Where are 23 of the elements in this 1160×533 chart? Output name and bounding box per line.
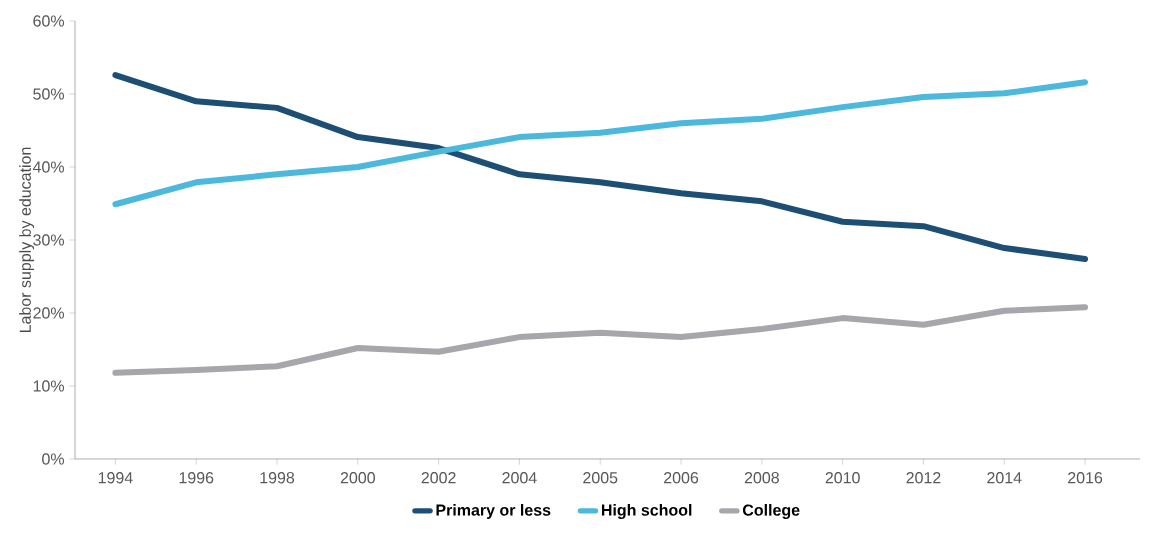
- legend-label: College: [742, 504, 800, 519]
- y-tick-label: 50%: [33, 88, 65, 100]
- x-tick-label: 2016: [1068, 472, 1103, 484]
- x-tick-label: 1994: [98, 472, 133, 484]
- y-tick-label: 60%: [33, 15, 65, 27]
- x-tick-label: 2006: [664, 472, 699, 484]
- x-tick-label: 2008: [744, 472, 779, 484]
- x-tick-label: 2002: [421, 472, 456, 484]
- legend-label: Primary or less: [436, 504, 551, 519]
- y-tick-label: 10%: [33, 380, 65, 392]
- x-tick-label: 2000: [340, 472, 375, 484]
- y-tick-label: 20%: [33, 307, 65, 319]
- x-tick-label: 1998: [260, 472, 295, 484]
- x-tick-label: 1996: [179, 472, 214, 484]
- x-tick-label: 2010: [825, 472, 860, 484]
- y-tick-label: 40%: [32, 161, 65, 173]
- y-tick-label: 0%: [42, 453, 65, 465]
- x-tick-label: 2005: [583, 472, 618, 484]
- x-tick-label: 2014: [987, 472, 1022, 484]
- x-tick-label: 2012: [906, 472, 941, 484]
- legend-label: High school: [601, 504, 692, 519]
- y-tick-label: 30%: [33, 234, 65, 246]
- x-tick-label: 2004: [502, 472, 537, 484]
